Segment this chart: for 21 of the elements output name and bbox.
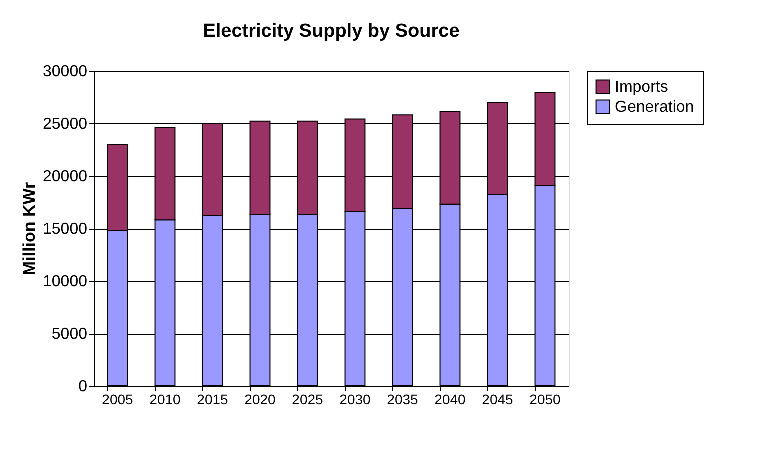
x-tick-label: 2035 [387, 392, 419, 408]
x-tick-label: 2045 [482, 392, 514, 408]
legend-label: Generation [615, 99, 694, 116]
y-tick-label: 25000 [43, 116, 88, 133]
x-tick-label: 2010 [150, 392, 182, 408]
y-tick-label: 10000 [43, 274, 88, 290]
chart-title: Electricity Supply by Source [203, 21, 460, 42]
y-tick-label: 15000 [43, 221, 88, 238]
x-tick-label: 2025 [292, 392, 324, 408]
y-tick-label: 20000 [43, 168, 88, 186]
x-tick-label: 2015 [197, 392, 229, 408]
x-tick-label: 2040 [434, 392, 466, 408]
x-tick-label: 2030 [340, 392, 372, 408]
y-axis-title: Million KWr [20, 182, 40, 276]
x-tick-label: 2005 [102, 392, 134, 408]
y-tick-label: 30000 [43, 64, 88, 80]
legend-label: Imports [615, 79, 668, 96]
y-tick-label: 5000 [52, 326, 88, 343]
x-tick-label: 2020 [244, 392, 276, 408]
x-tick-label: 2050 [530, 392, 562, 408]
y-tick-label: 0 [78, 378, 88, 396]
